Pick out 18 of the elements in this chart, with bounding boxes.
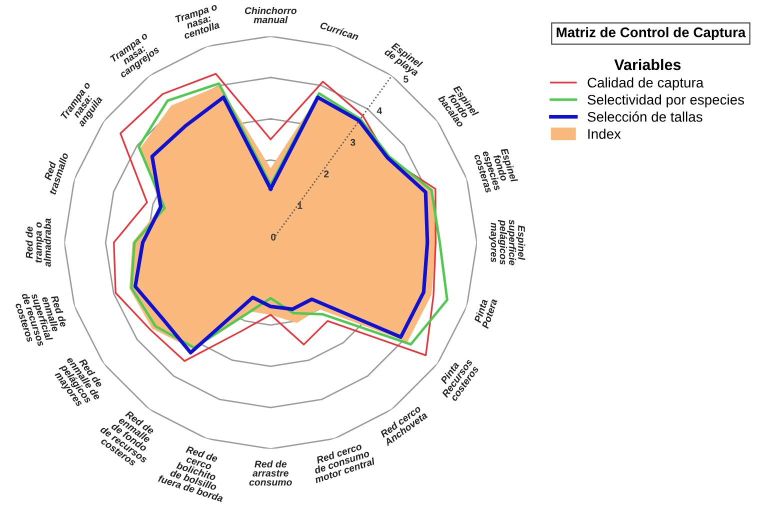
y-tick-label: 0 (271, 234, 276, 241)
y-tick-label: 4 (376, 107, 382, 114)
y-tick-label: 5 (404, 76, 408, 83)
spoke-label: Chinchorro manual (244, 6, 297, 24)
spoke-label: Espinel superficie pelágicos mayores (488, 220, 526, 266)
spoke-label: Red de trampa o almadraba (26, 218, 51, 267)
text: Matriz de Control de Captura (556, 27, 746, 40)
legend-label: Selección de tallas (588, 111, 702, 122)
legend-label: Index (588, 128, 621, 139)
legend-label: Calidad de captura (588, 77, 704, 90)
spoke-label: Pinta Potera (474, 298, 498, 329)
spoke-label: Red de arrastre consumo (249, 460, 292, 486)
spoke-label: Trampa o nasa: centolla (174, 3, 220, 40)
legend-title: Variables (614, 58, 681, 70)
y-tick-label: 2 (324, 170, 329, 178)
y-tick-label: 1 (298, 202, 302, 209)
y-tick-label: 3 (350, 138, 356, 146)
legend-label: Selectividad por especies (588, 94, 744, 108)
